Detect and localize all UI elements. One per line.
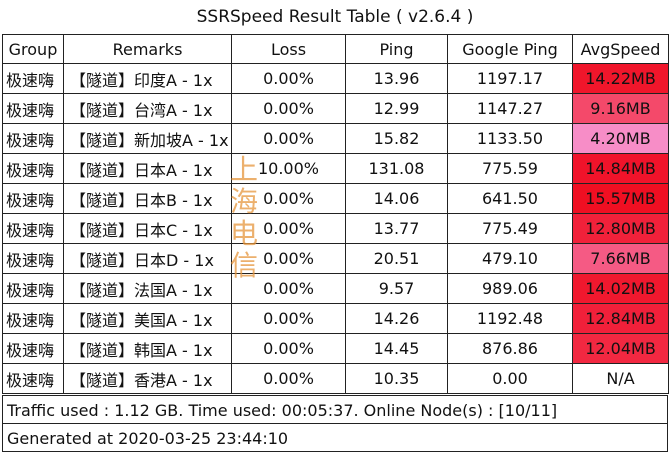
loss-cell: 0.00% <box>231 183 346 214</box>
group-cell: 极速嗨 <box>2 213 64 244</box>
remarks-cell: 【隧道】美国A - 1x <box>63 303 232 334</box>
avg-speed-cell: 12.84MB <box>572 303 669 334</box>
ping-cell: 13.96 <box>345 63 448 94</box>
loss-cell: 0.00% <box>231 93 346 124</box>
table-row: 极速嗨 【隧道】新加坡A - 1x 0.00% 15.82 1133.50 4.20MB <box>2 123 669 154</box>
table-body: 极速嗨 【隧道】印度A - 1x 0.00% 13.96 1197.17 14.22MB 极… <box>2 63 669 394</box>
traffic-summary: Traffic used : 1.12 GB. Time used: 00:05… <box>2 395 668 424</box>
group-cell: 极速嗨 <box>2 273 64 304</box>
remarks-cell: 【隧道】日本A - 1x <box>63 153 232 184</box>
loss-cell: 0.00% <box>231 63 346 94</box>
remarks-cell: 【隧道】日本D - 1x <box>63 243 232 274</box>
table-row: 极速嗨 【隧道】日本A - 1x 10.00% 131.08 775.59 14.84MB <box>2 153 669 184</box>
avg-speed-cell: 12.04MB <box>572 333 669 364</box>
google-ping-cell: 1147.27 <box>447 93 573 124</box>
table-row: 极速嗨 【隧道】日本D - 1x 0.00% 20.51 479.10 7.66MB <box>2 243 669 274</box>
remarks-cell: 【隧道】台湾A - 1x <box>63 93 232 124</box>
google-ping-cell: 0.00 <box>447 363 573 394</box>
google-ping-cell: 641.50 <box>447 183 573 214</box>
google-ping-cell: 989.06 <box>447 273 573 304</box>
google-ping-cell: 1133.50 <box>447 123 573 154</box>
group-cell: 极速嗨 <box>2 93 64 124</box>
ping-cell: 14.26 <box>345 303 448 334</box>
loss-cell: 0.00% <box>231 243 346 274</box>
ping-cell: 14.45 <box>345 333 448 364</box>
google-ping-cell: 775.49 <box>447 213 573 244</box>
ping-cell: 131.08 <box>345 153 448 184</box>
group-cell: 极速嗨 <box>2 153 64 184</box>
avg-speed-cell: 14.22MB <box>572 63 669 94</box>
ping-cell: 14.06 <box>345 183 448 214</box>
google-ping-cell: 775.59 <box>447 153 573 184</box>
group-cell: 极速嗨 <box>2 333 64 364</box>
google-ping-cell: 876.86 <box>447 333 573 364</box>
table-row: 极速嗨 【隧道】日本C - 1x 0.00% 13.77 775.49 12.80MB <box>2 213 669 244</box>
generated-timestamp: Generated at 2020-03-25 23:44:10 <box>2 423 668 452</box>
table-row: 极速嗨 【隧道】日本B - 1x 0.00% 14.06 641.50 15.57MB <box>2 183 669 214</box>
column-header-avg-speed: AvgSpeed <box>572 34 669 64</box>
remarks-cell: 【隧道】新加坡A - 1x <box>63 123 232 154</box>
ping-cell: 9.57 <box>345 273 448 304</box>
avg-speed-cell: 7.66MB <box>572 243 669 274</box>
result-table: Group Remarks Loss Ping Google Ping AvgS… <box>2 34 669 394</box>
avg-speed-cell: 4.20MB <box>572 123 669 154</box>
avg-speed-cell: 15.57MB <box>572 183 669 214</box>
ping-cell: 13.77 <box>345 213 448 244</box>
group-cell: 极速嗨 <box>2 183 64 214</box>
loss-cell: 0.00% <box>231 273 346 304</box>
avg-speed-cell: 9.16MB <box>572 93 669 124</box>
loss-cell: 0.00% <box>231 363 346 394</box>
header-row: Group Remarks Loss Ping Google Ping AvgS… <box>2 34 669 64</box>
table-row: 极速嗨 【隧道】印度A - 1x 0.00% 13.96 1197.17 14.22MB <box>2 63 669 94</box>
google-ping-cell: 1192.48 <box>447 303 573 334</box>
table-row: 极速嗨 【隧道】法国A - 1x 0.00% 9.57 989.06 14.02MB <box>2 273 669 304</box>
group-cell: 极速嗨 <box>2 123 64 154</box>
table-row: 极速嗨 【隧道】韩国A - 1x 0.00% 14.45 876.86 12.04MB <box>2 333 669 364</box>
remarks-cell: 【隧道】日本C - 1x <box>63 213 232 244</box>
google-ping-cell: 1197.17 <box>447 63 573 94</box>
google-ping-cell: 479.10 <box>447 243 573 274</box>
loss-cell: 0.00% <box>231 123 346 154</box>
column-header-ping: Ping <box>345 34 448 64</box>
table-title: SSRSpeed Result Table ( v2.6.4 ) <box>196 7 474 27</box>
loss-cell: 0.00% <box>231 333 346 364</box>
remarks-cell: 【隧道】日本B - 1x <box>63 183 232 214</box>
remarks-cell: 【隧道】韩国A - 1x <box>63 333 232 364</box>
loss-cell: 0.00% <box>231 213 346 244</box>
ping-cell: 10.35 <box>345 363 448 394</box>
column-header-remarks: Remarks <box>63 34 232 64</box>
column-header-google-ping: Google Ping <box>447 34 573 64</box>
loss-cell: 0.00% <box>231 303 346 334</box>
column-header-loss: Loss <box>231 34 346 64</box>
table-row: 极速嗨 【隧道】台湾A - 1x 0.00% 12.99 1147.27 9.16MB <box>2 93 669 124</box>
table-row: 极速嗨 【隧道】香港A - 1x 0.00% 10.35 0.00 N/A <box>2 363 669 394</box>
avg-speed-cell: 14.84MB <box>572 153 669 184</box>
avg-speed-cell: 12.80MB <box>572 213 669 244</box>
table-row: 极速嗨 【隧道】美国A - 1x 0.00% 14.26 1192.48 12.84MB <box>2 303 669 334</box>
group-cell: 极速嗨 <box>2 243 64 274</box>
group-cell: 极速嗨 <box>2 363 64 394</box>
group-cell: 极速嗨 <box>2 303 64 334</box>
ping-cell: 12.99 <box>345 93 448 124</box>
avg-speed-cell: N/A <box>572 363 669 394</box>
loss-cell: 10.00% <box>231 153 346 184</box>
remarks-cell: 【隧道】印度A - 1x <box>63 63 232 94</box>
ping-cell: 15.82 <box>345 123 448 154</box>
remarks-cell: 【隧道】香港A - 1x <box>63 363 232 394</box>
group-cell: 极速嗨 <box>2 63 64 94</box>
column-header-group: Group <box>2 34 64 64</box>
ping-cell: 20.51 <box>345 243 448 274</box>
avg-speed-cell: 14.02MB <box>572 273 669 304</box>
remarks-cell: 【隧道】法国A - 1x <box>63 273 232 304</box>
